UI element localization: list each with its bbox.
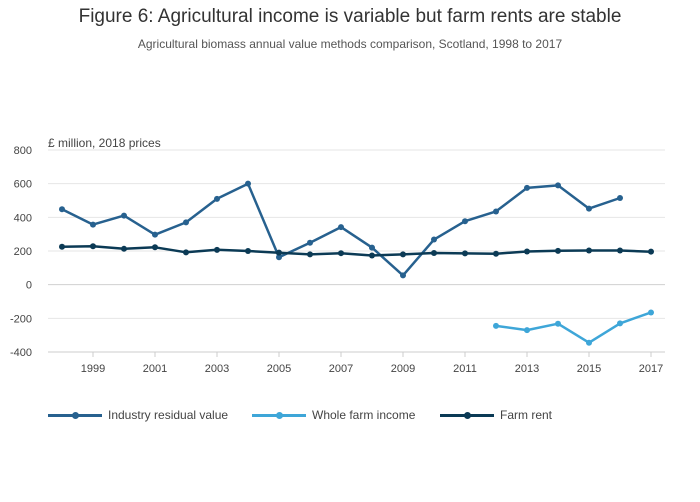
x-tick-label: 1999 [81,363,105,375]
data-point [214,246,220,253]
data-point [617,194,623,201]
x-tick-label: 2015 [577,363,601,375]
y-tick-label: 0 [26,280,32,292]
data-point [183,219,189,226]
data-point [555,320,561,327]
series-line-2 [61,245,652,257]
legend-item[interactable]: Farm rent [440,408,552,422]
data-point [59,243,65,250]
data-point [245,180,251,187]
data-point [400,272,406,279]
data-point [586,339,592,346]
data-point [307,239,313,246]
data-point [152,244,158,251]
y-tick-label: 400 [14,212,32,224]
data-point [400,251,406,258]
y-tick-label: 800 [14,145,32,157]
legend-item[interactable]: Industry residual value [48,408,228,422]
y-tick-label: -200 [10,313,32,325]
x-tick-label: 2007 [329,363,353,375]
data-point [214,195,220,202]
y-tick-label: 200 [14,246,32,258]
x-tick-label: 2011 [453,363,477,375]
data-point [369,244,375,251]
chart-title: Figure 6: Agricultural income is variabl… [78,6,622,27]
x-tick-label: 2003 [205,363,229,375]
legend-label: Industry residual value [108,408,229,422]
legend-item[interactable]: Whole farm income [252,408,415,422]
data-point [307,251,313,258]
x-tick-label: 2013 [515,363,539,375]
y-tick-label: -400 [10,347,32,359]
data-point [183,249,189,256]
legend-swatch [48,408,102,422]
data-point [586,205,592,212]
data-point [493,250,499,257]
series-line-1 [495,311,652,344]
data-point [152,231,158,238]
data-point [524,184,530,191]
data-point [245,248,251,254]
data-point [90,221,96,228]
legend-swatch [440,408,494,422]
data-point [369,252,375,259]
data-point [555,182,561,189]
data-point [338,250,344,257]
data-point [431,250,437,257]
data-point [648,309,654,316]
line-chart: -400 -200 0 200 400 600 800 1999 2001 2003 2005 200… [10,136,665,375]
series-lines [61,182,652,344]
data-point [493,322,499,329]
data-point [276,249,282,256]
legend-label: Whole farm income [312,408,416,422]
data-point [524,248,530,255]
x-tick-label: 2009 [391,363,415,375]
data-point [462,250,468,257]
x-tick-label: 2017 [639,363,663,375]
series-points [59,180,654,346]
chart-subtitle: Agricultural biomass annual value method… [137,37,563,51]
data-point [59,206,65,213]
data-point [276,254,282,261]
data-point [121,212,127,219]
axes: -400 -200 0 200 400 600 800 1999 2001 2003 2005 200… [10,136,665,375]
data-point [121,245,127,252]
y-tick-label: 600 [14,179,32,191]
data-point [648,248,654,255]
x-tick-label: 2005 [267,363,291,375]
data-point [524,327,530,334]
legend-label: Farm rent [500,408,553,422]
data-point [338,224,344,231]
data-point [555,247,561,254]
data-point [90,243,96,250]
x-tick-label: 2001 [143,363,167,375]
data-point [493,208,499,215]
data-point [431,236,437,243]
data-point [617,320,623,327]
data-point [617,247,623,254]
y-axis-label: £ million, 2018 prices [48,136,161,150]
data-point [462,218,468,225]
legend-swatch [252,408,306,422]
data-point [586,247,592,254]
